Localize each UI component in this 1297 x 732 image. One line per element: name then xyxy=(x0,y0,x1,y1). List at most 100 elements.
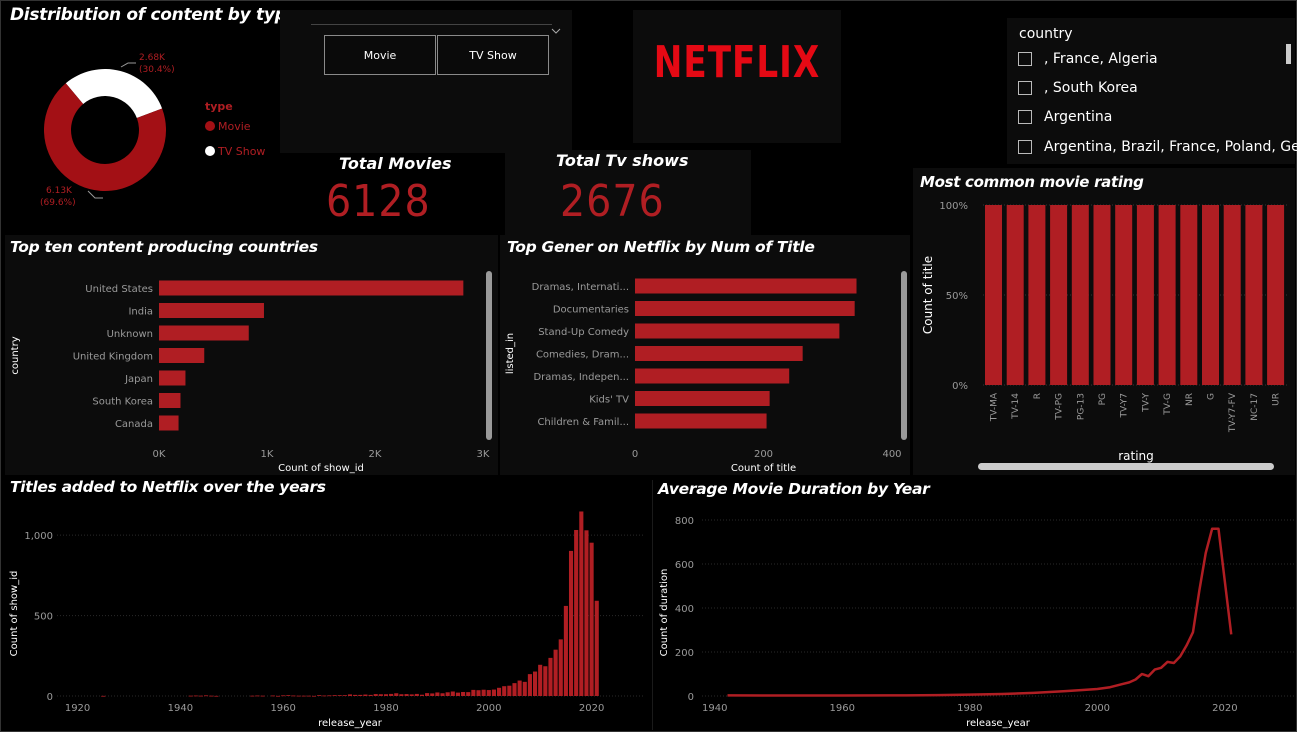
x-tick-label: 2000 xyxy=(1085,703,1110,714)
kpi-movies-value: 6128 xyxy=(326,176,431,227)
bar xyxy=(332,695,337,696)
x-tick-label: TV-Y7-FV xyxy=(1228,392,1238,433)
bar xyxy=(1180,205,1198,385)
bar xyxy=(522,681,527,696)
donut-slice xyxy=(43,83,166,191)
x-tick-label: PG-13 xyxy=(1076,393,1086,420)
genres-title: Top Gener on Netflix by Num of Title xyxy=(507,238,815,256)
filter-tv-show-button[interactable]: TV Show xyxy=(437,35,549,75)
bar xyxy=(368,694,373,696)
bar xyxy=(440,693,445,696)
x-tick-label: 1940 xyxy=(168,703,193,714)
bar xyxy=(275,695,281,697)
y-tick-label: 1,000 xyxy=(24,531,53,542)
bar xyxy=(409,694,414,696)
bar xyxy=(270,695,275,697)
bar xyxy=(635,413,767,429)
data-label: (30.4%) xyxy=(139,65,175,75)
bar xyxy=(1267,205,1285,385)
bar xyxy=(322,695,327,697)
x-tick-label: 1K xyxy=(261,449,274,460)
slicer-title: country xyxy=(1019,26,1073,42)
category-label: South Korea xyxy=(92,397,153,408)
slicer-item-label: , South Korea xyxy=(1044,80,1138,96)
countries-title: Top ten content producing countries xyxy=(10,238,318,256)
y-tick-label: 0 xyxy=(47,692,53,703)
x-tick-label: TV-14 xyxy=(1011,393,1021,420)
category-label: United States xyxy=(85,284,153,295)
category-label: United Kingdom xyxy=(73,352,153,363)
bar xyxy=(159,415,179,431)
x-tick-label: 200 xyxy=(754,449,773,460)
filter-movie-button[interactable]: Movie xyxy=(324,35,436,75)
bar xyxy=(337,695,342,696)
category-label: Unknown xyxy=(107,329,153,340)
bar xyxy=(589,542,594,696)
kpi-tv-value: 2676 xyxy=(560,176,665,227)
kpi-movies-label: Total Movies xyxy=(339,154,452,173)
bar xyxy=(527,674,532,696)
countries-panel xyxy=(5,235,498,475)
bar xyxy=(204,695,209,697)
bar xyxy=(1050,205,1068,385)
bar xyxy=(497,687,502,696)
x-tick-label: TV-Y7 xyxy=(1120,393,1130,419)
y-axis-label: country xyxy=(10,336,21,374)
netflix-logo: NETFLIX xyxy=(653,36,821,88)
slicer-scrollbar[interactable] xyxy=(1286,44,1291,64)
x-tick-label: 1980 xyxy=(373,703,398,714)
bar xyxy=(286,695,291,696)
bar xyxy=(363,694,368,696)
bar xyxy=(291,695,296,697)
dropdown-line xyxy=(311,24,552,25)
x-tick-label: 1940 xyxy=(702,703,727,714)
bar xyxy=(425,693,430,696)
bar xyxy=(419,694,425,696)
bar xyxy=(450,691,455,696)
kpi-tv-label: Total Tv shows xyxy=(556,151,689,170)
bar xyxy=(353,694,358,696)
legend-label: TV Show xyxy=(217,145,265,158)
genres-chart: Dramas, Internati... Documentaries Stand-U… xyxy=(505,271,907,474)
bar xyxy=(502,686,507,696)
slicer-item[interactable]: Argentina xyxy=(1018,107,1112,127)
bar xyxy=(538,664,543,696)
bar xyxy=(311,695,317,697)
bar xyxy=(491,689,496,696)
bar xyxy=(383,694,389,696)
chevron-down-icon[interactable] xyxy=(551,20,561,34)
bar xyxy=(574,529,579,696)
data-label: 2.68K xyxy=(139,53,166,63)
y-tick-label: 800 xyxy=(675,516,694,527)
bar xyxy=(985,205,1002,385)
chart-scrollbar xyxy=(901,271,907,440)
category-label: Canada xyxy=(115,419,153,430)
checkbox[interactable] xyxy=(1018,140,1032,154)
titles-year-title: Titles added to Netflix over the years xyxy=(10,478,326,496)
y-tick-label: 50% xyxy=(946,291,968,302)
bar xyxy=(159,370,186,386)
x-tick-label: 0 xyxy=(632,449,638,460)
bar xyxy=(159,280,464,296)
category-label: Children & Famil... xyxy=(537,417,629,428)
bar xyxy=(466,692,471,696)
category-label: Kids' TV xyxy=(589,395,629,406)
checkbox[interactable] xyxy=(1018,110,1032,124)
slicer-item[interactable]: , South Korea xyxy=(1018,78,1138,98)
checkbox[interactable] xyxy=(1018,81,1032,95)
y-axis-label: Count of title xyxy=(921,256,935,334)
x-tick-label: 3K xyxy=(477,449,490,460)
duration-divider xyxy=(652,480,653,730)
category-label: Dramas, Indepen... xyxy=(533,372,629,383)
bar xyxy=(296,695,301,697)
slicer-item[interactable]: Argentina, Brazil, France, Poland, Ger..… xyxy=(1018,137,1297,157)
donut-title: Distribution of content by type xyxy=(10,5,298,25)
checkbox[interactable] xyxy=(1018,52,1032,66)
bar xyxy=(1093,205,1111,385)
slicer-item[interactable]: , France, Algeria xyxy=(1018,49,1158,69)
bar xyxy=(306,695,311,697)
bar xyxy=(584,530,589,696)
slicer-item-label: Argentina, Brazil, France, Poland, Ger..… xyxy=(1044,139,1297,155)
bar xyxy=(435,692,440,696)
bar xyxy=(445,692,450,696)
